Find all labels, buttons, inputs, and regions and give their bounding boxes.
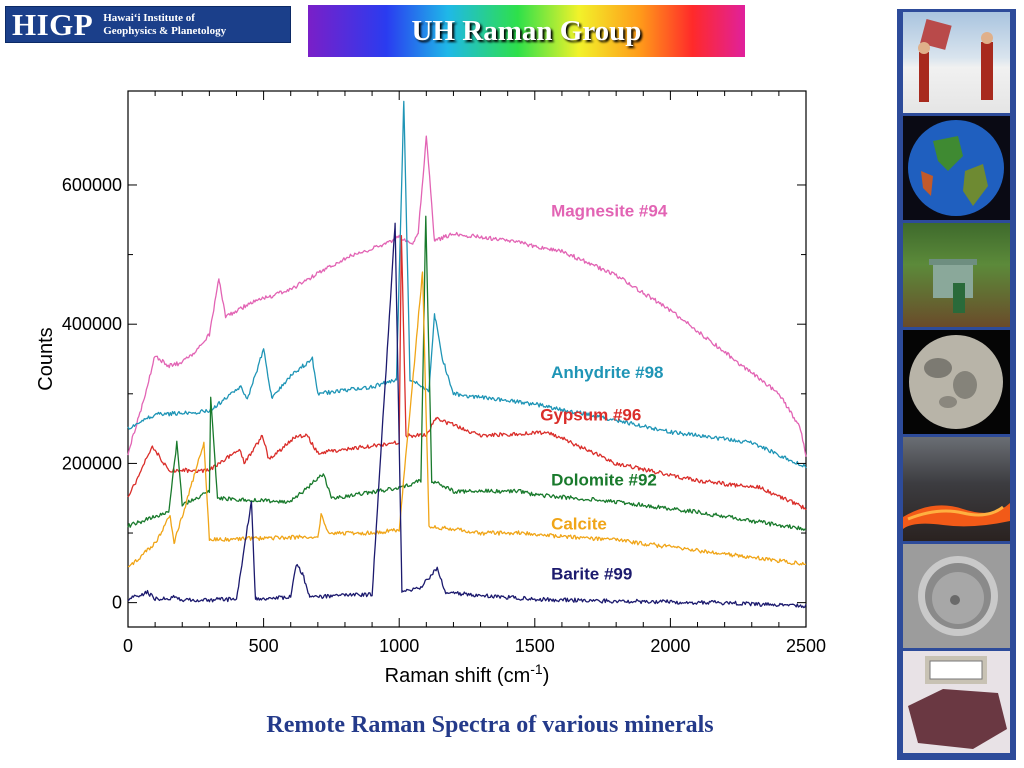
- x-tick-label-2: 1000: [379, 636, 419, 656]
- moon-photo: [903, 330, 1010, 434]
- y-axis-label: Counts: [35, 327, 57, 390]
- x-axis-label: Raman shift (cm-1): [385, 661, 550, 687]
- photo-strip: [897, 9, 1016, 760]
- series-label-5: Barite #99: [551, 565, 632, 584]
- higp-logo-fullname: Hawaiʻi Institute of Geophysics & Planet…: [103, 11, 227, 37]
- series-line-5: [127, 222, 807, 609]
- series-line-1: [127, 100, 807, 469]
- series-line-0: [127, 135, 807, 457]
- raman-chart-svg: Magnesite #94 Anhydrite #98 Gypsum #96 Dolo…: [35, 90, 826, 687]
- forest-instrument-photo: [903, 223, 1010, 327]
- plot-frame: [127, 90, 807, 628]
- mineral-sample-photo: [903, 651, 1010, 753]
- x-tick-label-0: 0: [123, 636, 133, 656]
- slide-caption: Remote Raman Spectra of various minerals: [266, 712, 714, 738]
- y-tick-label-3: 600000: [62, 175, 122, 195]
- x-tick-label-1: 500: [249, 636, 279, 656]
- y-tick-label-2: 400000: [62, 314, 122, 334]
- x-tick-label-5: 2500: [786, 636, 826, 656]
- y-tick-label-1: 200000: [62, 453, 122, 473]
- series-line-2: [127, 234, 807, 511]
- lava-photo: [903, 437, 1010, 541]
- title-banner: UH Raman Group: [308, 5, 745, 57]
- series-label-0: Magnesite #94: [551, 201, 668, 220]
- higp-logo: HIGP Hawaiʻi Institute of Geophysics & P…: [5, 6, 291, 43]
- series-label-2: Gypsum #96: [540, 405, 641, 424]
- series-label-4: Calcite: [551, 515, 607, 534]
- x-tick-label-3: 1500: [515, 636, 555, 656]
- series-label-1: Anhydrite #98: [551, 363, 663, 382]
- crater-photo: [903, 544, 1010, 648]
- field-work-photo: [903, 12, 1010, 113]
- series-line-4: [127, 271, 807, 568]
- y-tick-label-0: 0: [112, 593, 122, 613]
- raman-chart: Magnesite #94 Anhydrite #98 Gypsum #96 Dolo…: [0, 80, 880, 700]
- series-line-3: [127, 215, 807, 531]
- series-label-3: Dolomite #92: [551, 471, 657, 490]
- globe-photo: [903, 116, 1010, 220]
- slide-title: UH Raman Group: [411, 14, 642, 47]
- higp-logo-abbr: HIGP: [12, 6, 94, 42]
- x-tick-label-4: 2000: [650, 636, 690, 656]
